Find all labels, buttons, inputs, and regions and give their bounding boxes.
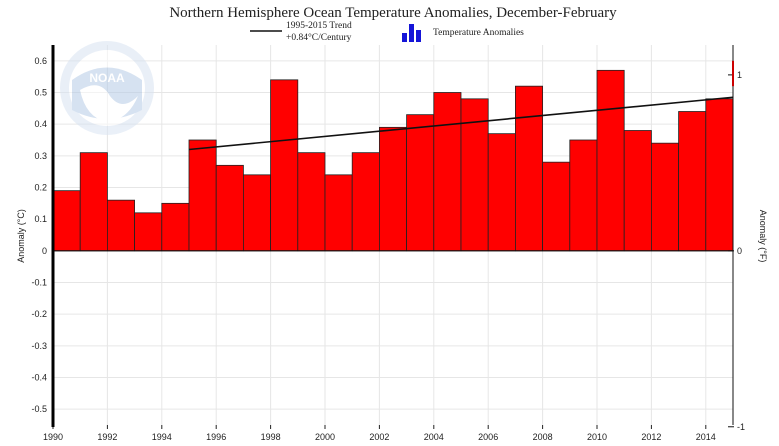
trend-line — [188, 96, 734, 151]
y-tick-label: 0.1 — [34, 214, 47, 224]
x-tick-label: 2002 — [369, 432, 389, 442]
bar-2001 — [351, 152, 380, 252]
bar-2004 — [433, 92, 462, 252]
x-tick-label: 2008 — [533, 432, 553, 442]
x-tick-label: 1992 — [97, 432, 117, 442]
bar-1996 — [215, 164, 244, 252]
bar-1993 — [134, 212, 163, 252]
noaa-logo: NOAA — [60, 41, 154, 135]
bar-1994 — [161, 202, 190, 252]
bar-2009 — [569, 139, 598, 252]
x-tick-label: 2010 — [587, 432, 607, 442]
bar-2007 — [515, 85, 544, 252]
y-tick-label: 0.2 — [34, 183, 47, 193]
bar-2013 — [678, 111, 707, 252]
y2-tick-label: 1 — [737, 70, 742, 80]
bar-1995 — [188, 139, 217, 252]
bar-2010 — [596, 69, 625, 252]
bar-2002 — [378, 126, 407, 252]
y-tick-label: 0.3 — [34, 151, 47, 161]
bar-1998 — [270, 79, 299, 252]
y-tick-label: 0.4 — [34, 119, 47, 129]
legend: 1995-2015 Trend +0.84°C/Century Temperat… — [250, 21, 524, 43]
bar-2014 — [705, 98, 734, 252]
y-tick-label: -0.5 — [31, 404, 47, 414]
x-tick-label: 2012 — [641, 432, 661, 442]
bar-2012 — [651, 142, 680, 252]
bar-2006 — [487, 133, 516, 252]
y-tick-label: 0.5 — [34, 88, 47, 98]
bar-1992 — [107, 199, 136, 252]
x-tick-label: 1998 — [261, 432, 281, 442]
bar-2011 — [623, 130, 652, 252]
legend-bars-label: Temperature Anomalies — [433, 28, 524, 38]
y-axis-label: Anomaly (°C) — [16, 209, 26, 263]
y-tick-label: -0.1 — [31, 278, 47, 288]
y-tick-label: 0.6 — [34, 56, 47, 66]
bar-1991 — [79, 152, 108, 252]
y-tick-label: -0.3 — [31, 341, 47, 351]
x-tick-label: 2006 — [478, 432, 498, 442]
bar-2003 — [406, 114, 435, 252]
x-tick-label: 1996 — [206, 432, 226, 442]
x-tick-label: 1990 — [43, 432, 63, 442]
x-tick-label: 1994 — [152, 432, 172, 442]
bar-1997 — [242, 174, 271, 252]
bar-2000 — [324, 174, 353, 252]
y-tick-label: -0.4 — [31, 373, 47, 383]
chart-title: Northern Hemisphere Ocean Temperature An… — [169, 5, 617, 21]
y-tick-label: -0.2 — [31, 309, 47, 319]
bar-2008 — [542, 161, 571, 252]
y2-tick-label: 0 — [737, 246, 742, 256]
y2-axis-label: Anomaly (°F) — [758, 210, 768, 263]
bar-1990 — [52, 190, 81, 252]
y-tick-label: 0 — [42, 246, 47, 256]
x-tick-label: 2004 — [424, 432, 444, 442]
bar-1999 — [297, 152, 326, 252]
x-tick-label: 2014 — [696, 432, 716, 442]
legend-trend-rate: +0.84°C/Century — [286, 32, 352, 43]
y2-tick-label: -1 — [737, 422, 745, 432]
noaa-logo-text: NOAA — [89, 71, 125, 85]
x-tick-label: 2000 — [315, 432, 335, 442]
legend-trend-label: 1995-2015 Trend — [286, 21, 352, 31]
legend-bars-icon — [402, 24, 421, 42]
